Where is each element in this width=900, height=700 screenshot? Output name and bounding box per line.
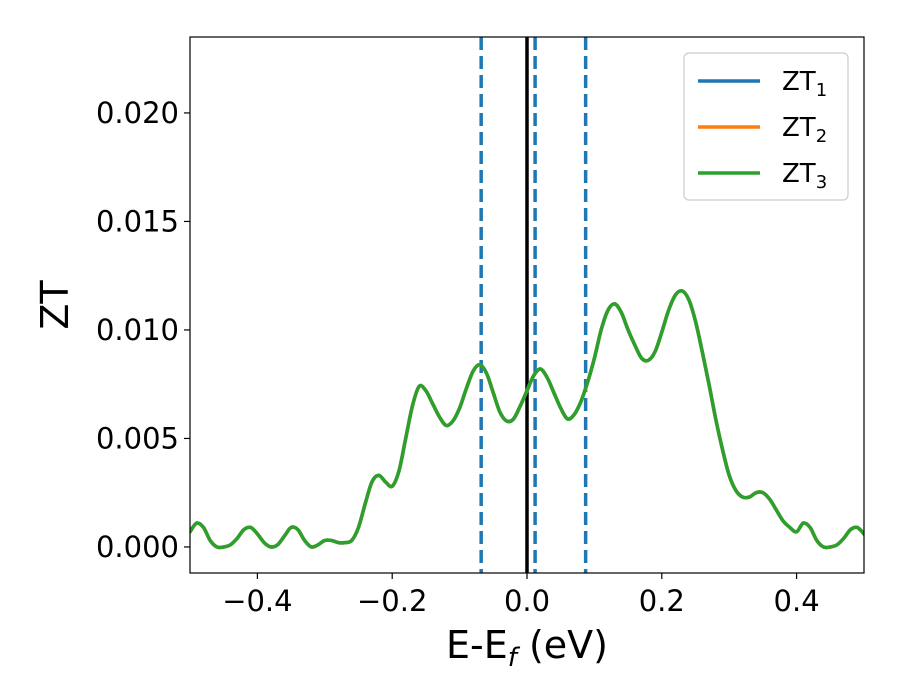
y-tick-label-4: 0.015 xyxy=(96,204,179,238)
y-tick-label-1: 0.000 xyxy=(96,530,179,564)
legend-label-main-1: ZT xyxy=(782,67,816,97)
y-tick-label-2: 0.005 xyxy=(96,421,179,455)
x-tick-label-3: 0.0 xyxy=(504,584,550,618)
x-tick-label-5: 0.4 xyxy=(774,584,820,618)
series-line-3 xyxy=(190,288,864,550)
series-layer xyxy=(190,288,864,550)
x-tick-label-2: −0.2 xyxy=(357,584,427,618)
x-tick-label-1: −0.4 xyxy=(222,584,292,618)
x-tick-label-4: 0.2 xyxy=(639,584,685,618)
legend-label-1: ZT1 xyxy=(782,67,827,101)
x-axis-label: E-Ef (eV) xyxy=(446,623,608,673)
y-axis-label: ZT xyxy=(33,280,77,330)
vertical-lines xyxy=(479,37,588,573)
legend-label-3: ZT3 xyxy=(782,159,827,193)
y-tick-label-3: 0.010 xyxy=(96,313,179,347)
y-axis-ticks: 0.000 0.005 0.010 0.015 0.020 xyxy=(96,96,190,564)
legend-label-main-2: ZT xyxy=(782,113,816,143)
legend-label-sub-3: 3 xyxy=(816,172,827,193)
legend-label-main-3: ZT xyxy=(782,159,816,189)
y-tick-label-5: 0.020 xyxy=(96,96,179,130)
legend-label-sub-1: 1 xyxy=(816,80,827,101)
legend-frame xyxy=(683,52,849,201)
legend-label-sub-2: 2 xyxy=(816,126,827,147)
legend-label-2: ZT2 xyxy=(782,113,827,147)
x-axis-ticks: −0.4 −0.2 0.0 0.2 0.4 xyxy=(222,573,820,618)
x-axis-label-main: E-E xyxy=(446,623,508,667)
x-axis-label-suffix: (eV) xyxy=(517,623,608,667)
